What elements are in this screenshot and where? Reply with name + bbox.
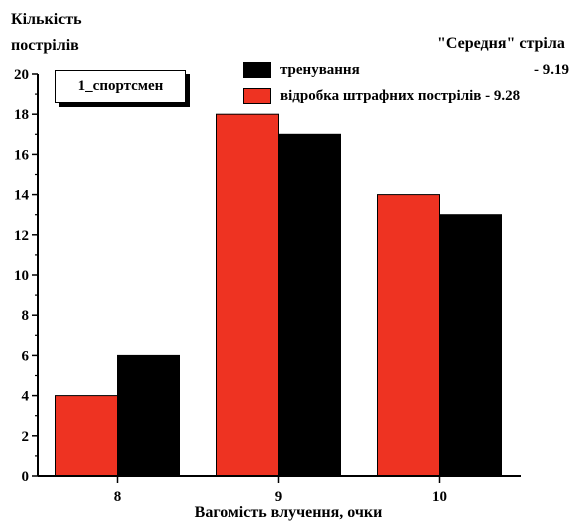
y-tick-label-0: 0 xyxy=(22,469,30,485)
y-axis-label-line1: Кількість xyxy=(11,11,82,28)
bar-penalty-shots-8 xyxy=(55,395,118,477)
y-tick-label-2: 2 xyxy=(22,429,30,445)
y-tick-label-6: 6 xyxy=(22,348,30,364)
y-tick-label-8: 8 xyxy=(22,308,30,324)
legend-value-training: - 9.19 xyxy=(534,62,569,78)
x-tick-label-10: 10 xyxy=(432,489,447,505)
y-axis-label-line2: пострілів xyxy=(11,37,79,54)
y-tick-label-18: 18 xyxy=(14,107,29,123)
legend-swatch-training xyxy=(243,62,271,78)
y-tick-label-20: 20 xyxy=(14,67,29,83)
legend-label-penalty-shots: відробка штрафних пострілів - 9.28 xyxy=(280,88,521,104)
y-tick-label-10: 10 xyxy=(14,268,29,284)
legend-item-penalty-shots: відробка штрафних пострілів - 9.28 xyxy=(243,86,577,106)
y-tick-label-4: 4 xyxy=(22,389,30,405)
legend-item-training: тренування - 9.19 xyxy=(243,60,577,80)
bar-training-8 xyxy=(117,354,180,477)
bar-training-10 xyxy=(439,214,502,477)
athlete-badge: 1_спортсмен xyxy=(55,70,186,103)
y-axis-label: Кількість пострілів xyxy=(11,7,82,59)
legend-swatch-penalty-shots xyxy=(243,88,271,104)
y-tick-label-14: 14 xyxy=(14,188,30,204)
y-tick-label-12: 12 xyxy=(14,228,29,244)
x-tick-label-9: 9 xyxy=(275,489,283,505)
x-axis-label: Вагомість влучення, очки xyxy=(194,504,383,521)
average-arrow-annotation: "Середня" стріла xyxy=(437,35,565,52)
x-tick-label-8: 8 xyxy=(114,489,122,505)
y-tick-label-16: 16 xyxy=(14,147,30,163)
legend-label-training: тренування xyxy=(280,62,360,78)
bar-penalty-shots-9 xyxy=(216,113,279,477)
bar-penalty-shots-10 xyxy=(377,194,440,477)
bar-training-9 xyxy=(278,133,341,477)
